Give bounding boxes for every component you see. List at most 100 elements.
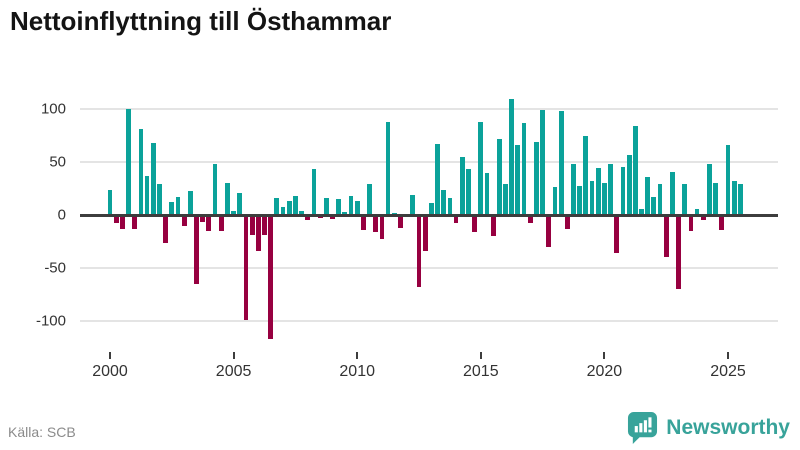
gridline [80,267,778,269]
x-axis-tick-mark [356,352,359,359]
bar-positive [583,135,589,215]
bar-negative [132,215,138,229]
bar-positive [410,194,416,215]
x-axis-tick-label: 2025 [710,363,746,380]
bar-positive [558,111,564,215]
bar-positive [509,99,515,215]
bar-positive [126,109,131,215]
bar-positive [293,195,298,215]
plot-area [80,95,778,345]
bar-negative [688,215,694,231]
bar-positive [385,121,391,215]
bar-positive [342,211,348,215]
bar-positive [651,196,657,215]
bar-negative [218,215,224,231]
bar-negative [663,215,669,258]
bar-chart-speech-bubble-icon [628,412,658,444]
newsworthy-logo: Newsworthy [627,411,790,444]
bar-positive [595,168,601,215]
x-axis-tick-mark [727,352,729,359]
bar-negative [249,215,255,236]
bar-positive [669,171,675,215]
bar-negative [453,215,459,224]
bar-positive [645,176,651,215]
bar-negative [255,215,261,252]
bar-negative [113,215,119,224]
bar-negative [262,215,267,236]
bar-negative [472,215,478,232]
bar-positive [428,203,434,215]
bar-positive [311,169,317,215]
bar-positive [435,143,440,215]
x-axis-tick-label: 2010 [339,363,375,380]
bar-positive [632,125,638,215]
bar-positive [274,198,280,215]
chart-title: Nettoinflyttning till Östhammar [10,6,392,36]
bar-negative [119,215,125,229]
bar-positive [713,183,719,215]
bar-negative [700,215,706,221]
bar-negative [194,215,199,284]
bar-positive [187,190,193,215]
bar-positive [521,122,527,215]
bar-positive [725,145,731,215]
bar-positive [459,156,465,215]
bar-positive [496,138,502,215]
bar-positive [280,206,286,215]
y-axis-tick-label: -100 [35,312,66,330]
x-axis-zero-line [80,214,778,217]
bar-positive [107,189,113,215]
bar-positive [602,183,607,215]
newsworthy-logo-text: Newsworthy [666,415,790,439]
bar-positive [441,189,447,215]
bar-negative [398,215,403,228]
x-axis-tick-label: 2000 [92,363,128,380]
bar-positive [534,141,539,215]
bar-positive [212,164,218,215]
x-axis-tick-mark [109,352,111,359]
x-axis-tick-mark [479,352,482,359]
bar-positive [169,202,175,215]
bar-positive [682,184,688,215]
bar-positive [157,184,162,215]
bar-negative [268,215,274,340]
bar-negative [200,215,206,223]
x-axis-tick-mark [603,352,606,359]
bar-positive [367,184,372,215]
bar-positive [336,199,342,215]
bar-negative [373,215,379,232]
x-axis-tick-label: 2005 [215,363,252,380]
bar-negative [163,215,169,243]
bar-positive [608,164,613,215]
bar-positive [657,184,663,215]
bar-negative [490,215,496,237]
bar-positive [286,201,292,215]
bar-negative [719,215,725,230]
bar-negative [379,215,385,240]
bar-positive [478,121,484,215]
bar-positive [150,142,156,215]
bar-positive [299,210,304,215]
bar-positive [515,145,521,215]
bar-positive [354,201,360,215]
bar-negative [676,215,681,290]
bar-positive [737,184,743,215]
bar-negative [564,215,570,229]
bar-positive [391,212,397,215]
source-note: Källa: SCB [8,424,76,440]
x-axis-tick-label: 2020 [586,363,623,380]
bar-positive [484,172,490,215]
bar-positive [144,175,150,215]
gridline [80,161,778,163]
bar-positive [731,181,737,215]
bar-negative [527,215,533,224]
bar-positive [138,129,144,215]
bar-positive [237,192,243,215]
y-axis-tick-label: 100 [40,100,66,118]
bar-negative [181,215,187,226]
bar-positive [466,169,471,215]
bar-positive [620,167,626,215]
bar-positive [323,198,329,215]
bar-positive [577,186,583,215]
